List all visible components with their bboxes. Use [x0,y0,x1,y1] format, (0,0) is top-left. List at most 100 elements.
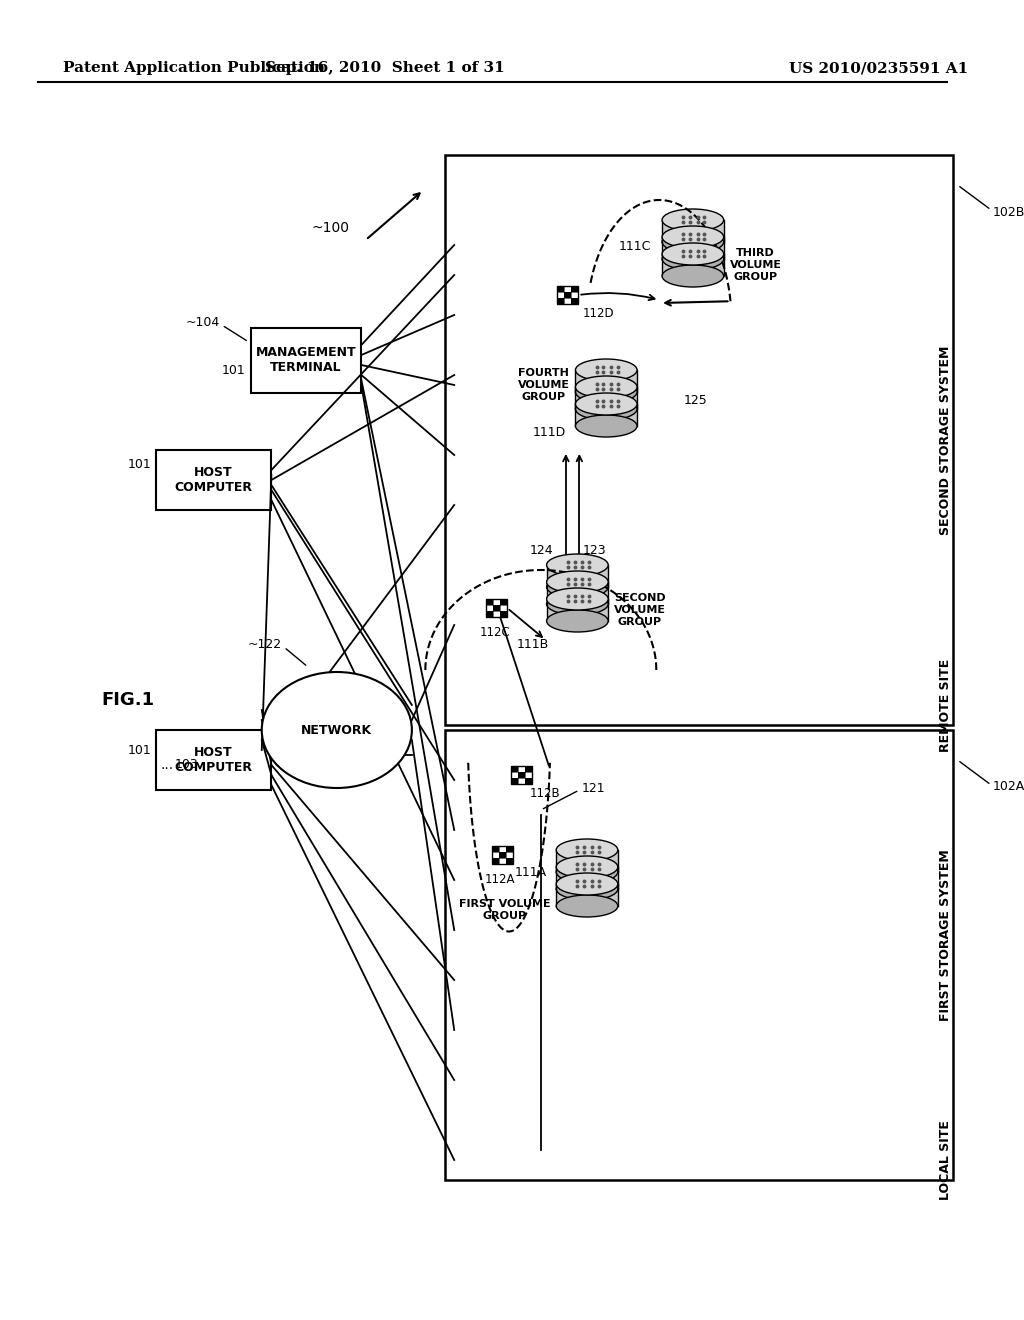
Ellipse shape [556,855,617,878]
Bar [663,238,724,259]
Bar [156,450,271,510]
Ellipse shape [556,840,617,861]
Text: 101: 101 [222,363,246,376]
Text: 124: 124 [529,544,553,557]
Bar [492,846,513,865]
Ellipse shape [663,248,724,271]
Ellipse shape [663,243,724,265]
Text: FIRST VOLUME
GROUP: FIRST VOLUME GROUP [459,899,551,921]
Bar [525,766,532,772]
Text: Patent Application Publication: Patent Application Publication [62,61,325,75]
Text: SECOND STORAGE SYSTEM: SECOND STORAGE SYSTEM [939,346,951,535]
Bar [486,599,507,616]
Ellipse shape [556,873,617,895]
Text: 101: 101 [127,743,152,756]
Text: 123: 123 [583,544,606,557]
Text: LOCAL SITE: LOCAL SITE [939,1121,951,1200]
Text: 102A: 102A [993,780,1024,793]
Text: 111B: 111B [516,639,549,652]
Bar [486,599,493,605]
Text: Sep. 16, 2010  Sheet 1 of 31: Sep. 16, 2010 Sheet 1 of 31 [265,61,505,75]
Bar [492,858,499,865]
Ellipse shape [547,610,608,632]
Text: ~104: ~104 [185,317,220,330]
Ellipse shape [547,587,608,610]
Text: 112C: 112C [479,626,510,639]
Text: REMOTE SITE: REMOTE SITE [939,659,951,751]
Ellipse shape [262,672,412,788]
Bar [564,292,571,298]
Bar [556,884,617,906]
Ellipse shape [663,231,724,253]
Ellipse shape [547,593,608,615]
Bar [492,846,499,851]
Bar [444,154,952,725]
Bar [557,286,579,304]
Bar [506,846,513,851]
Ellipse shape [575,399,637,420]
Bar [663,220,724,242]
Bar [547,565,608,587]
Bar [444,730,952,1180]
Text: ~100: ~100 [311,220,349,235]
Ellipse shape [556,895,617,917]
Text: ...: ... [161,758,174,772]
Bar [499,851,506,858]
Text: THIRD
VOLUME
GROUP: THIRD VOLUME GROUP [729,248,781,281]
Text: 112A: 112A [485,873,516,886]
Text: 111D: 111D [532,426,566,440]
Text: HOST
COMPUTER: HOST COMPUTER [175,466,253,494]
Bar [156,730,271,789]
Text: FIG.1: FIG.1 [101,690,155,709]
Ellipse shape [575,414,637,437]
Ellipse shape [575,393,637,414]
Bar [500,599,507,605]
Bar [547,582,608,605]
Ellipse shape [547,572,608,593]
Ellipse shape [547,576,608,598]
Bar [511,766,518,772]
Bar [511,766,532,784]
Bar [575,387,637,409]
Text: 121: 121 [582,781,605,795]
Ellipse shape [556,878,617,900]
Ellipse shape [575,381,637,403]
Text: MANAGEMENT
TERMINAL: MANAGEMENT TERMINAL [256,346,356,374]
Bar [575,404,637,426]
Ellipse shape [663,226,724,248]
Bar [557,298,564,304]
Ellipse shape [547,554,608,576]
Bar [575,370,637,392]
Text: 111A: 111A [514,866,547,879]
Bar [571,286,579,292]
Ellipse shape [575,376,637,399]
Bar [556,867,617,888]
Ellipse shape [663,265,724,286]
Ellipse shape [575,359,637,381]
Text: 101: 101 [127,458,152,471]
Bar [518,772,525,777]
Bar [486,611,493,616]
Bar [663,253,724,276]
Bar [557,286,564,292]
Text: NETWORK: NETWORK [301,723,373,737]
Bar [251,327,361,392]
Text: ~122: ~122 [248,639,282,652]
Bar [500,611,507,616]
Bar [511,777,518,784]
Text: 125: 125 [683,393,707,407]
Ellipse shape [556,861,617,883]
Text: 103: 103 [175,759,199,771]
Text: 112D: 112D [583,308,613,319]
Bar [525,777,532,784]
Bar [506,858,513,865]
Text: 102B: 102B [993,206,1024,219]
Text: 111C: 111C [620,240,651,253]
Bar [493,605,500,611]
Bar [556,850,617,873]
Bar [547,599,608,620]
Bar [571,298,579,304]
Text: FIRST STORAGE SYSTEM: FIRST STORAGE SYSTEM [939,849,951,1020]
Text: HOST
COMPUTER: HOST COMPUTER [175,746,253,774]
Text: FOURTH
VOLUME
GROUP: FOURTH VOLUME GROUP [518,368,569,401]
